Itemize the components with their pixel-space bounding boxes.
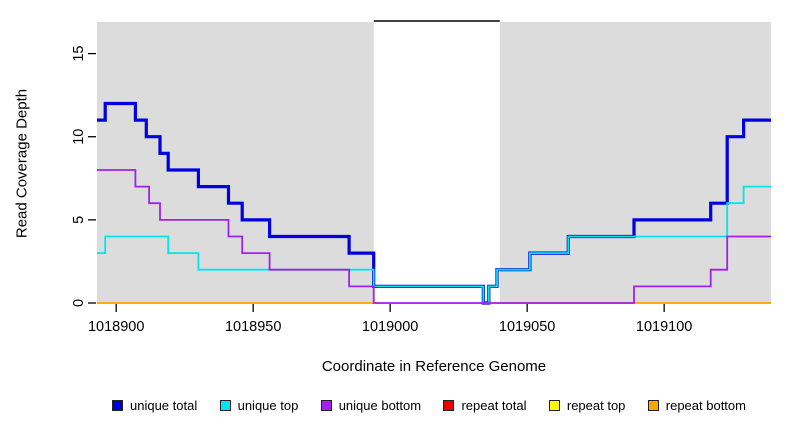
x-tick-label: 1019100 [636, 319, 692, 335]
legend-swatch-icon [112, 400, 123, 411]
legend-label: unique top [237, 398, 299, 413]
y-tick-label: 0 [71, 299, 87, 307]
x-tick-label: 1019000 [362, 319, 418, 335]
legend-label: unique bottom [338, 398, 422, 413]
legend-swatch-icon [548, 400, 560, 411]
legend-label: unique total [130, 398, 198, 413]
x-axis-title: Coordinate in Reference Genome [321, 358, 547, 375]
legend-label: repeat bottom [665, 398, 746, 413]
legend-item: unique total [112, 398, 197, 413]
legend-item: unique bottom [320, 398, 422, 413]
y-tick-label: 5 [71, 216, 87, 224]
masked-region [373, 22, 500, 303]
legend-label: repeat top [566, 398, 626, 413]
x-tick-label: 1018950 [225, 319, 281, 335]
legend-label: repeat total [461, 398, 527, 413]
plot-area: 1018900 1018950 1019000 1019050 1019100 0 5 10 1… [71, 20, 771, 335]
legend-swatch-icon [219, 400, 231, 411]
legend-item: repeat total [443, 398, 527, 413]
x-tick-label: 1018900 [88, 319, 144, 335]
legend-swatch-icon [320, 400, 332, 411]
legend: unique total unique top unique bottom repea… [112, 398, 746, 413]
legend-swatch-icon [443, 400, 455, 411]
legend-item: repeat top [548, 398, 626, 413]
y-axis-title: Read Coverage Depth [13, 88, 31, 239]
y-tick-label: 15 [71, 46, 87, 62]
y-tick-label: 10 [71, 129, 87, 145]
x-tick-label: 1019050 [499, 319, 555, 335]
series-unique-top [97, 185, 771, 304]
legend-item: unique top [219, 398, 299, 413]
series-unique-bottom [97, 169, 771, 304]
series-unique-total [97, 101, 771, 305]
legend-item: repeat bottom [647, 398, 746, 413]
legend-swatch-icon [647, 400, 659, 411]
